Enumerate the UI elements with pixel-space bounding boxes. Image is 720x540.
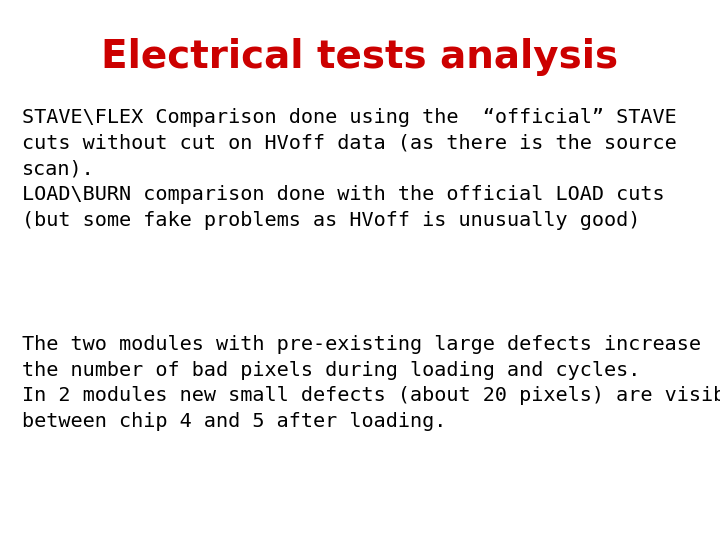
Text: Electrical tests analysis: Electrical tests analysis xyxy=(102,38,618,76)
Text: STAVE\FLEX Comparison done using the  “official” STAVE
cuts without cut on HVoff: STAVE\FLEX Comparison done using the “of… xyxy=(22,108,676,230)
Text: The two modules with pre-existing large defects increase
the number of bad pixel: The two modules with pre-existing large … xyxy=(22,335,720,431)
